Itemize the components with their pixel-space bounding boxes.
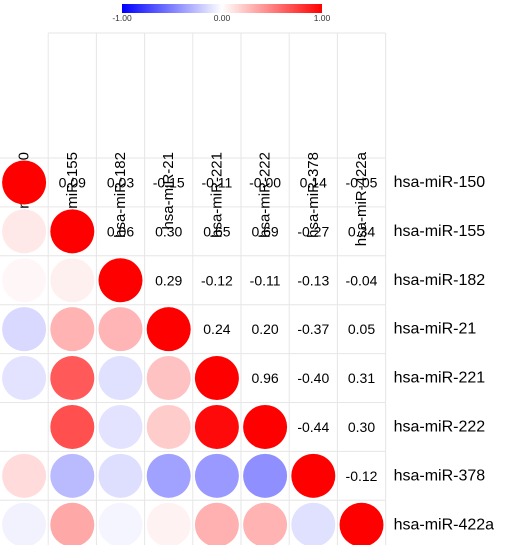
correlation-value-label: -0.05 bbox=[346, 174, 378, 190]
column-label: hsa-miR-21 bbox=[160, 152, 177, 230]
heatmap-cells: 0.09 0.03 -0.15 -0.11 -0.00 0.14 -0.05 0.06 0.30… bbox=[2, 160, 384, 545]
colorbar-max-label: 1.00 bbox=[314, 13, 331, 23]
correlation-circle bbox=[243, 404, 288, 449]
row-label: hsa-miR-155 bbox=[394, 223, 486, 240]
correlation-value-label: 0.24 bbox=[203, 321, 230, 337]
correlation-circle bbox=[243, 502, 288, 545]
colorbar-min-label: -1.00 bbox=[112, 13, 132, 23]
correlation-value-label: -0.15 bbox=[153, 174, 185, 190]
correlation-value-label: 0.30 bbox=[155, 223, 182, 239]
correlation-circle bbox=[98, 307, 143, 352]
correlation-value-label: -0.40 bbox=[297, 370, 329, 386]
row-label: hsa-miR-150 bbox=[394, 174, 486, 191]
correlation-circle bbox=[2, 404, 47, 449]
correlation-value-label: -0.12 bbox=[346, 468, 378, 484]
column-label: hsa-miR-221 bbox=[208, 152, 225, 238]
correlation-circle bbox=[98, 453, 143, 498]
correlation-circle bbox=[50, 404, 95, 449]
correlation-value-label: 0.30 bbox=[348, 419, 375, 435]
correlation-circle bbox=[50, 307, 95, 352]
correlation-circle bbox=[291, 502, 336, 545]
correlation-value-label: 0.69 bbox=[251, 223, 278, 239]
correlation-circle bbox=[194, 404, 239, 449]
correlation-value-label: -0.13 bbox=[297, 272, 329, 288]
column-label: hsa-miR-422a bbox=[353, 151, 370, 246]
correlation-circle bbox=[194, 453, 239, 498]
correlation-circle bbox=[146, 307, 191, 352]
correlation-value-label: 0.20 bbox=[251, 321, 278, 337]
correlation-circle bbox=[243, 453, 288, 498]
correlation-circle bbox=[98, 404, 143, 449]
correlation-value-label: -0.12 bbox=[201, 272, 233, 288]
row-label: hsa-miR-222 bbox=[394, 418, 486, 435]
correlation-circle bbox=[50, 502, 95, 545]
correlation-circle bbox=[146, 356, 191, 401]
row-labels: hsa-miR-150 hsa-miR-155 hsa-miR-182 hsa-miR… bbox=[394, 174, 495, 533]
correlation-circle bbox=[291, 453, 336, 498]
column-label: hsa-miR-378 bbox=[305, 152, 322, 238]
correlation-circle bbox=[2, 307, 47, 352]
row-label: hsa-miR-221 bbox=[394, 370, 486, 387]
correlation-circle bbox=[2, 356, 47, 401]
correlation-circle bbox=[98, 258, 143, 303]
correlation-value-label: 0.03 bbox=[107, 174, 134, 190]
correlation-circle bbox=[50, 356, 95, 401]
colorbar: -1.00 0.00 1.00 bbox=[112, 4, 331, 23]
correlation-circle bbox=[2, 209, 47, 254]
correlation-value-label: -0.44 bbox=[297, 419, 329, 435]
correlation-value-label: 0.96 bbox=[251, 370, 278, 386]
colorbar-gradient bbox=[122, 4, 322, 13]
row-label: hsa-miR-21 bbox=[394, 321, 477, 338]
correlation-circle bbox=[146, 404, 191, 449]
correlation-circle bbox=[2, 453, 47, 498]
correlation-circle bbox=[339, 502, 384, 545]
colorbar-mid-label: 0.00 bbox=[214, 13, 231, 23]
correlation-value-label: -0.00 bbox=[249, 174, 281, 190]
column-label: hsa-miR-182 bbox=[112, 152, 129, 238]
correlation-circle bbox=[50, 453, 95, 498]
correlation-value-label: 0.29 bbox=[155, 272, 182, 288]
correlation-circle bbox=[2, 160, 47, 205]
correlation-value-label: -0.27 bbox=[297, 223, 329, 239]
correlation-circle bbox=[146, 502, 191, 545]
correlation-value-label: 0.31 bbox=[348, 370, 375, 386]
correlation-value-label: 0.34 bbox=[348, 223, 375, 239]
correlation-value-label: -0.11 bbox=[201, 174, 232, 190]
correlation-value-label: -0.04 bbox=[346, 272, 378, 288]
correlation-value-label: 0.65 bbox=[203, 223, 230, 239]
correlation-value-label: 0.09 bbox=[59, 174, 86, 190]
column-label: hsa-miR-222 bbox=[257, 152, 274, 238]
correlation-circle bbox=[98, 502, 143, 545]
correlation-circle bbox=[2, 502, 47, 545]
row-label: hsa-miR-182 bbox=[394, 272, 486, 289]
correlation-circle bbox=[194, 502, 239, 545]
correlation-circle bbox=[2, 258, 47, 303]
correlation-circle bbox=[50, 258, 95, 303]
correlation-circle bbox=[50, 209, 95, 254]
correlation-value-label: -0.11 bbox=[250, 272, 281, 288]
correlation-value-label: 0.05 bbox=[348, 321, 375, 337]
grid-lines bbox=[0, 32, 387, 545]
correlation-circle bbox=[146, 453, 191, 498]
row-label: hsa-miR-422a bbox=[394, 516, 495, 533]
correlation-value-label: 0.06 bbox=[107, 223, 134, 239]
row-label: hsa-miR-378 bbox=[394, 467, 486, 484]
correlation-circle bbox=[98, 356, 143, 401]
correlation-value-label: -0.37 bbox=[297, 321, 329, 337]
correlation-value-label: 0.14 bbox=[300, 174, 327, 190]
correlation-circle bbox=[194, 356, 239, 401]
